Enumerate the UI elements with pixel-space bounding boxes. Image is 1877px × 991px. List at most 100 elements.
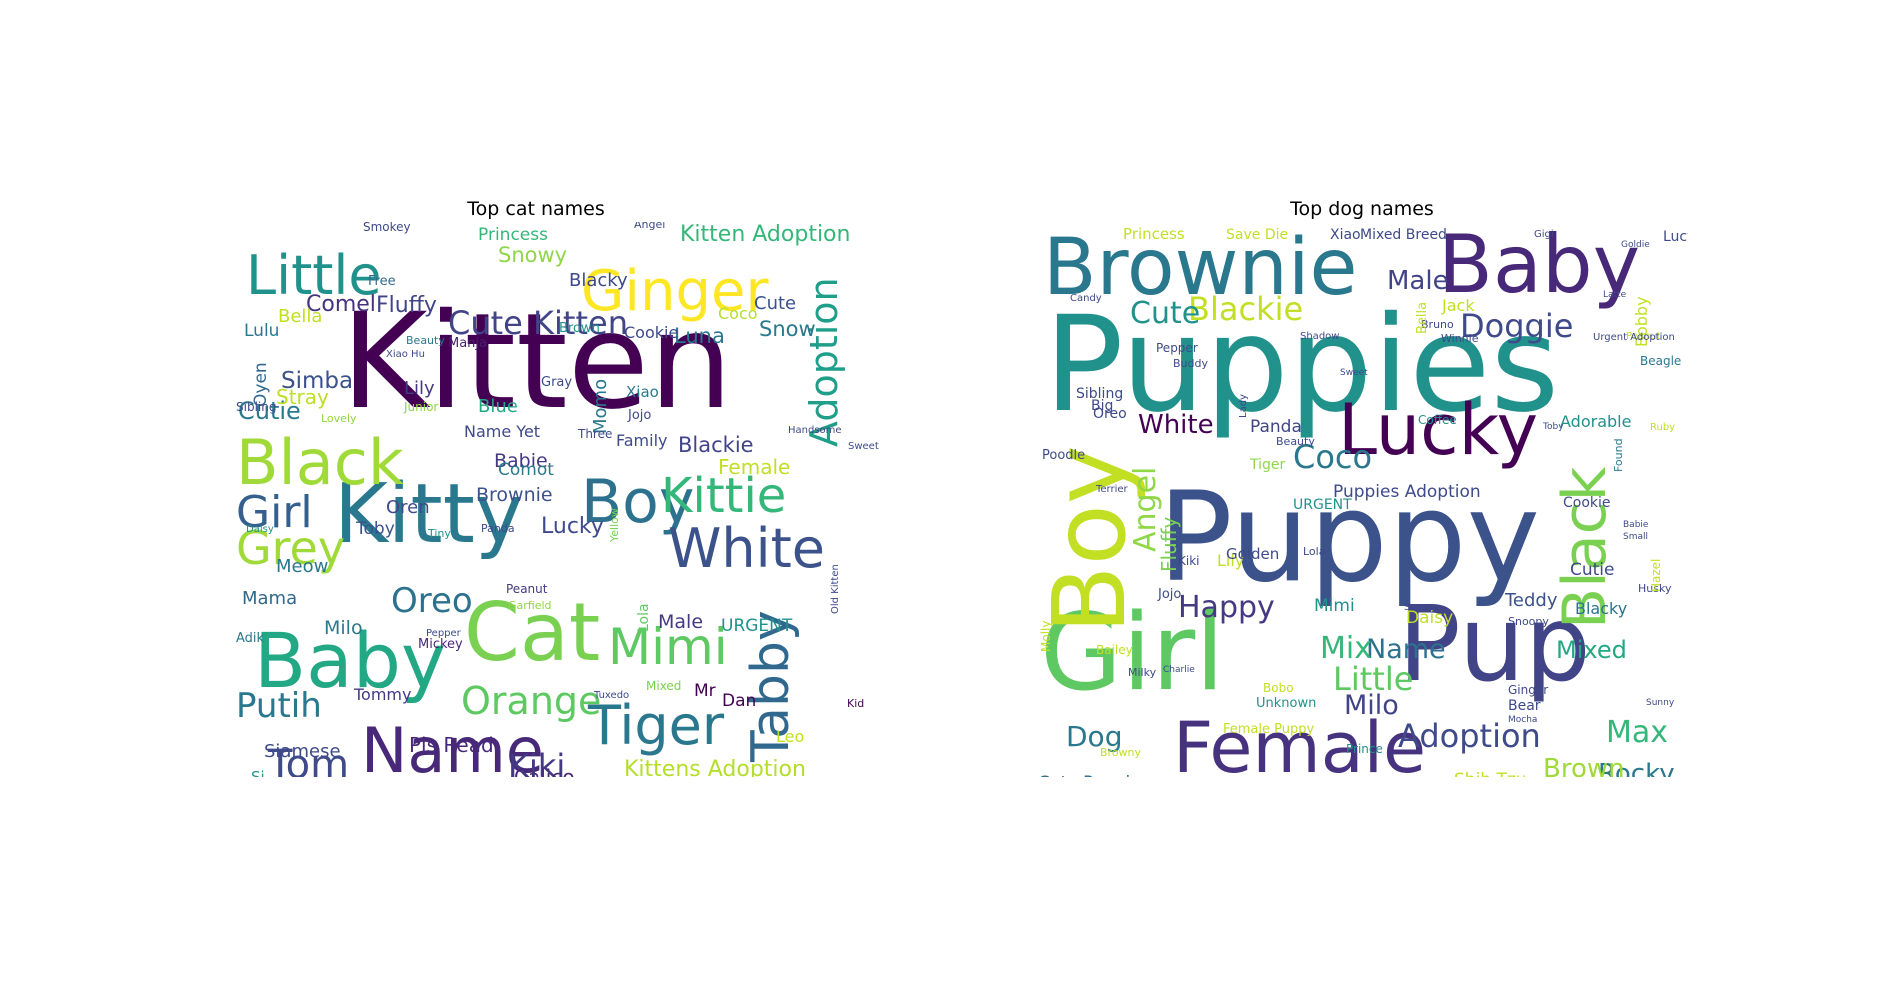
dog-word-teddy: Teddy (1504, 590, 1558, 611)
dog-word-lady: Lady (1238, 394, 1249, 418)
cat-word-old-kitten: Old Kitten (830, 564, 841, 614)
cat-word-cutie: Cutie (238, 397, 301, 425)
cat-word-angel: Angel (634, 222, 665, 231)
cat-word-snow: Snow (759, 317, 816, 341)
cat-word-comot: Comot (498, 460, 554, 480)
dog-word-urgent: URGENT (1293, 497, 1352, 513)
cat-word-dan: Dan (722, 691, 756, 711)
cat-word-xiao-hu: Xiao Hu (386, 349, 425, 360)
cat-word-boy: Boy (581, 467, 694, 537)
cat-word-mickey: Mickey (418, 637, 463, 652)
cat-word-adoption: Adoption (802, 277, 846, 447)
dog-word-adoption: Adoption (1398, 717, 1541, 755)
cat-word-urgent: URGENT (721, 616, 793, 636)
dog-word-blacky: Blacky (1575, 599, 1627, 618)
cat-word-sweet: Sweet (848, 441, 879, 452)
dog-word-puppy: Puppy (1158, 466, 1540, 610)
dog-word-lovely: Lovely (1273, 776, 1312, 777)
dog-word-mixed-breed: Mixed Breed (1360, 227, 1447, 243)
dog-word-beagle: Beagle (1640, 354, 1681, 368)
cat-word-tom: Tom (267, 742, 349, 777)
dog-word-brown: Brown (1543, 754, 1625, 777)
dog-word-charlie: Charlie (1163, 665, 1195, 675)
dog-word-name: Name (1366, 634, 1446, 665)
dog-word-jack: Jack (1441, 296, 1475, 315)
dog-word-mixed: Mixed (1556, 636, 1627, 664)
cat-word-babie: Babie (494, 450, 548, 472)
cat-word-simba: Simba (281, 368, 353, 394)
dog-word-coffee: Coffee (1418, 413, 1457, 427)
dog-word-beauty: Beauty (1276, 435, 1315, 448)
dog-word-milky: Milky (1128, 666, 1157, 679)
dog-word-husky: Husky (1638, 582, 1672, 595)
cat-word-lily: Lily (404, 378, 435, 399)
dog-word-molly: Molly (1039, 621, 1053, 652)
cat-word-mr: Mr (694, 681, 716, 701)
cat-word-tuxedo: Tuxedo (593, 690, 629, 701)
cat-word-siamese: Siamese (264, 741, 341, 762)
dog-word-hazel: Hazel (1649, 559, 1663, 592)
cat-word-putih: Putih (236, 686, 322, 726)
cat-word-family: Family (616, 431, 667, 450)
dog-word-mix: Mix (1320, 631, 1372, 666)
cat-word-oyen: Oyen (251, 362, 271, 407)
dog-word-sibling: Sibling (1076, 386, 1123, 402)
dog-word-candy: Candy (1070, 293, 1102, 304)
dog-word-ruby: Ruby (1650, 422, 1675, 433)
cat-word-manja: Manja (448, 336, 487, 351)
dog-word-found: Found (1612, 438, 1625, 472)
cat-word-blacky: Blacky (569, 270, 628, 291)
dog-word-puppies-adoption: Puppies Adoption (1333, 482, 1481, 502)
dog-word-cute: Cute (1130, 296, 1200, 331)
dog-word-boy: Boy (1038, 445, 1148, 634)
cat-word-princess: Princess (478, 225, 548, 245)
dog-word-save-die: Save Die (1226, 227, 1288, 243)
dog-word-terrier: Terrier (1095, 484, 1129, 495)
dog-word-shadow: Shadow (1300, 331, 1339, 342)
dog-word-angel: Angel (1128, 467, 1163, 552)
dog-word-puppies: Puppies (1044, 288, 1559, 442)
dog-word-adorable: Adorable (1560, 412, 1631, 431)
cat-word-kittens-adoption: Kittens Adoption (624, 757, 806, 777)
cat-word-tabby: Tabby (741, 610, 801, 763)
dog-word-princess: Princess (1123, 225, 1185, 243)
cat-word-baby: Baby (254, 616, 446, 705)
cat-word-junior: Junior (403, 400, 438, 414)
dog-word-white: White (1138, 410, 1214, 440)
dog-word-milo: Milo (1344, 690, 1399, 721)
dog-word-panda: Panda (1250, 417, 1302, 437)
dog-word-blackie: Blackie (1188, 290, 1303, 328)
dog-word-unknown: Unknown (1256, 696, 1316, 711)
cat-word-fluffy: Fluffy (376, 293, 437, 318)
cat-word-snowy: Snowy (498, 243, 567, 267)
cat-word-daisy: Daisy (246, 524, 274, 535)
dog-word-tiger: Tiger (1249, 457, 1286, 473)
cat-word-brown: Brown (559, 321, 600, 336)
cat-word-yellow: Yellow (608, 508, 621, 543)
cat-word-gray: Gray (541, 375, 572, 390)
dog-word-latte: Latte (1603, 290, 1627, 300)
dog-cloud-title: Top dog names (1290, 198, 1434, 220)
dog-word-prince: Prince (1346, 742, 1383, 756)
cat-word-cookie: Cookie (624, 323, 678, 342)
dog-word-little: Little (1333, 660, 1413, 698)
cat-word-adik: Adik (236, 631, 265, 646)
cat-word-leo: Leo (776, 727, 804, 746)
cat-word-kid: Kid (847, 697, 864, 710)
dog-word-black: Black (1550, 466, 1620, 629)
cat-word-bella: Bella (278, 306, 322, 327)
cat-word-blue: Blue (478, 396, 518, 417)
dog-word-peanut: Peanut (1626, 331, 1661, 342)
dog-word-snowy: Snowy (1404, 602, 1437, 613)
cat-word-sibling: Sibling (236, 400, 276, 414)
cat-word-female: Female (718, 455, 790, 479)
cat-word-white: White (668, 517, 825, 580)
cat-word-oren: Oren (386, 497, 430, 518)
cat-word-si: Si (251, 768, 265, 777)
cat-word-comel: Comel (306, 292, 376, 317)
dog-word-male: Male (1387, 266, 1449, 296)
cat-word-kiki: Kiki (508, 747, 565, 777)
dog-word-brownie: Brownie (1043, 223, 1357, 313)
dog-word-big: Big (1091, 398, 1113, 414)
